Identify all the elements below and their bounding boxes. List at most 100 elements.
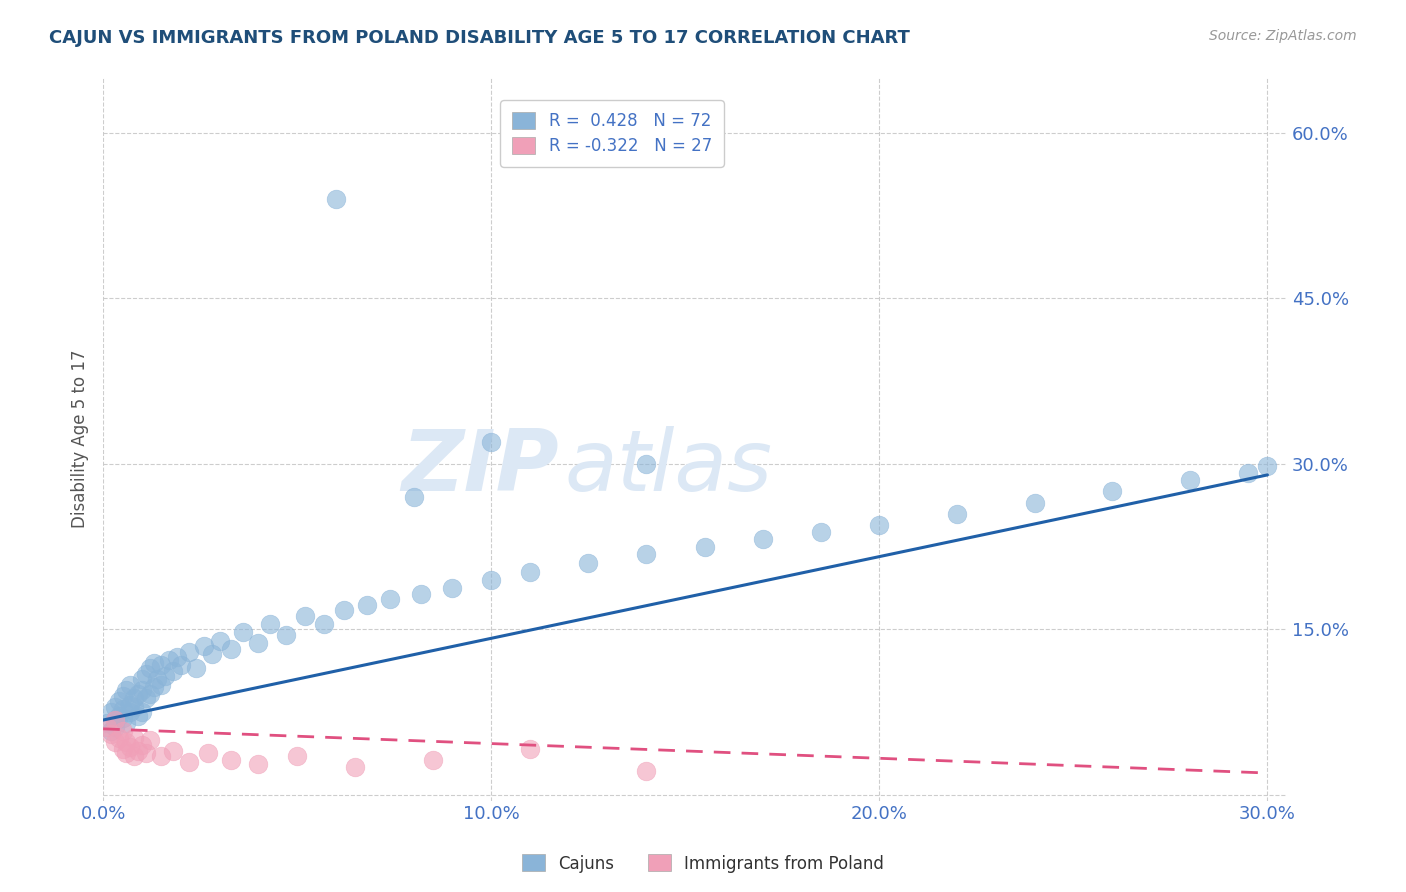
Point: [519, 741, 541, 756]
Point: [294, 609, 316, 624]
Point: [422, 753, 444, 767]
Point: [157, 653, 180, 667]
Point: [142, 680, 165, 694]
Point: [104, 720, 127, 734]
Point: [107, 731, 129, 745]
Point: [155, 669, 177, 683]
Point: [135, 746, 157, 760]
Point: [122, 749, 145, 764]
Point: [131, 683, 153, 698]
Text: atlas: atlas: [565, 426, 773, 509]
Point: [107, 708, 129, 723]
Text: Source: ZipAtlas.com: Source: ZipAtlas.com: [1209, 29, 1357, 44]
Point: [1237, 466, 1260, 480]
Text: CAJUN VS IMMIGRANTS FROM POLAND DISABILITY AGE 5 TO 17 CORRELATION CHART: CAJUN VS IMMIGRANTS FROM POLAND DISABILI…: [49, 29, 910, 47]
Point: [479, 573, 502, 587]
Point: [170, 657, 193, 672]
Point: [177, 755, 200, 769]
Point: [259, 617, 281, 632]
Point: [107, 694, 129, 708]
Point: [752, 532, 775, 546]
Point: [115, 683, 138, 698]
Point: [197, 746, 219, 760]
Point: [247, 757, 270, 772]
Point: [127, 744, 149, 758]
Point: [274, 628, 297, 642]
Point: [120, 678, 142, 692]
Point: [411, 587, 433, 601]
Point: [122, 731, 145, 745]
Point: [120, 698, 142, 712]
Point: [325, 192, 347, 206]
Point: [636, 548, 658, 562]
Point: [177, 644, 200, 658]
Point: [135, 690, 157, 705]
Point: [576, 556, 599, 570]
Point: [122, 699, 145, 714]
Point: [111, 711, 134, 725]
Point: [1101, 484, 1123, 499]
Point: [131, 739, 153, 753]
Point: [344, 760, 367, 774]
Text: ZIP: ZIP: [401, 426, 558, 509]
Point: [100, 706, 122, 720]
Point: [142, 656, 165, 670]
Point: [162, 744, 184, 758]
Point: [135, 666, 157, 681]
Point: [131, 672, 153, 686]
Point: [100, 724, 122, 739]
Point: [356, 598, 378, 612]
Point: [104, 713, 127, 727]
Point: [519, 565, 541, 579]
Point: [111, 689, 134, 703]
Point: [150, 678, 173, 692]
Point: [104, 699, 127, 714]
Point: [104, 735, 127, 749]
Point: [115, 735, 138, 749]
Y-axis label: Disability Age 5 to 17: Disability Age 5 to 17: [72, 350, 89, 528]
Point: [166, 650, 188, 665]
Point: [150, 657, 173, 672]
Point: [636, 457, 658, 471]
Point: [946, 507, 969, 521]
Point: [441, 581, 464, 595]
Legend: Cajuns, Immigrants from Poland: Cajuns, Immigrants from Poland: [515, 847, 891, 880]
Point: [186, 661, 208, 675]
Point: [232, 624, 254, 639]
Legend: R =  0.428   N = 72, R = -0.322   N = 27: R = 0.428 N = 72, R = -0.322 N = 27: [501, 100, 724, 167]
Point: [127, 708, 149, 723]
Point: [332, 602, 354, 616]
Point: [219, 753, 242, 767]
Point: [115, 746, 138, 760]
Point: [1178, 474, 1201, 488]
Point: [122, 690, 145, 705]
Point: [104, 713, 127, 727]
Point: [380, 591, 402, 606]
Point: [810, 525, 832, 540]
Point: [120, 706, 142, 720]
Point: [636, 764, 658, 778]
Point: [138, 686, 160, 700]
Point: [402, 490, 425, 504]
Point: [146, 672, 169, 686]
Point: [693, 540, 716, 554]
Point: [131, 706, 153, 720]
Point: [111, 724, 134, 739]
Point: [285, 749, 308, 764]
Point: [100, 727, 122, 741]
Point: [111, 741, 134, 756]
Point: [150, 749, 173, 764]
Point: [201, 647, 224, 661]
Point: [162, 665, 184, 679]
Point: [111, 702, 134, 716]
Point: [127, 686, 149, 700]
Point: [314, 617, 336, 632]
Point: [479, 434, 502, 449]
Point: [208, 633, 231, 648]
Point: [120, 739, 142, 754]
Point: [138, 732, 160, 747]
Point: [138, 661, 160, 675]
Point: [219, 642, 242, 657]
Point: [1256, 459, 1278, 474]
Point: [868, 517, 890, 532]
